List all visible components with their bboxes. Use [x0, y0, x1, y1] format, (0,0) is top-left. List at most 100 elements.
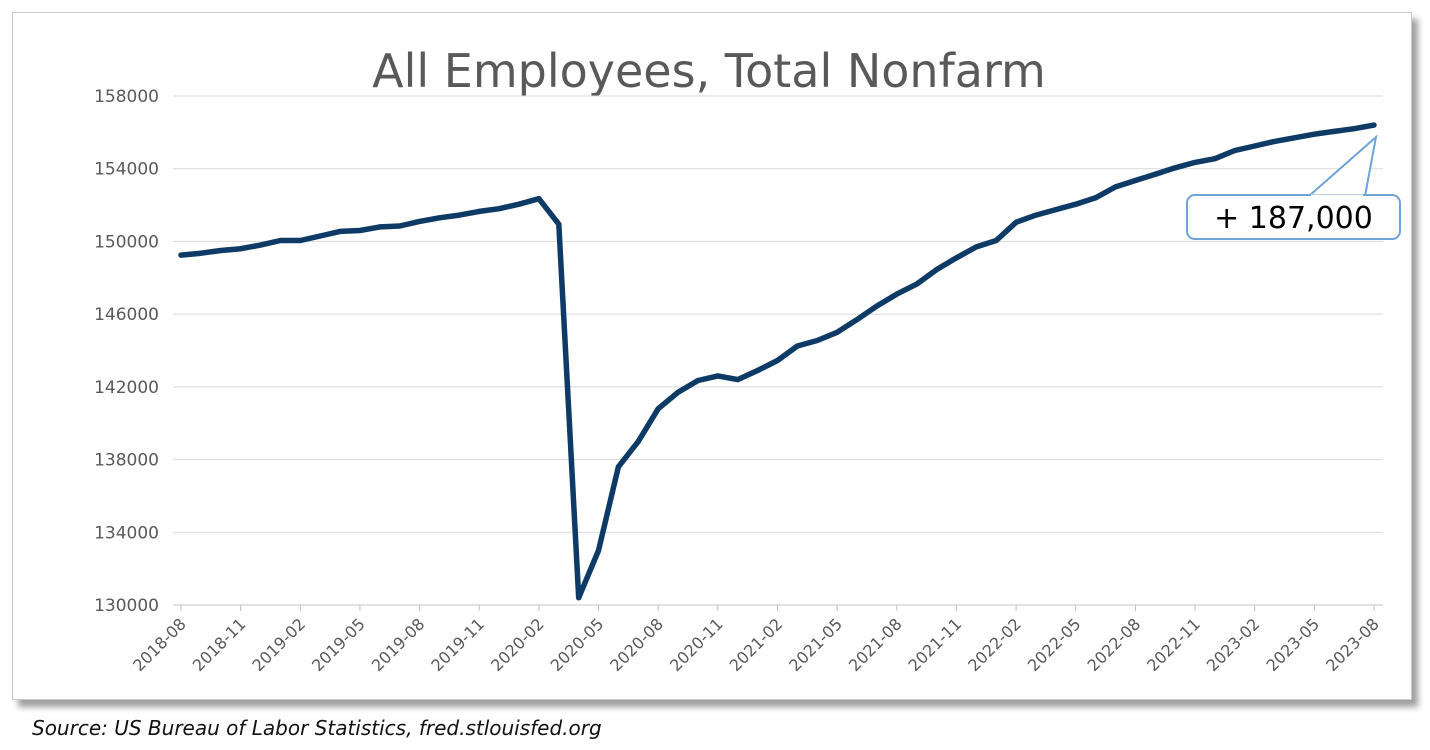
chart-frame: All Employees, Total Nonfarm 130000 13400… — [12, 12, 1412, 700]
y-tick-label: 146000 — [94, 305, 159, 325]
data-point — [834, 329, 840, 335]
line-chart: All Employees, Total Nonfarm 130000 13400… — [94, 44, 1401, 675]
data-point — [695, 377, 701, 383]
data-point — [655, 406, 661, 412]
chart-title: All Employees, Total Nonfarm — [372, 44, 1046, 98]
data-point — [536, 196, 542, 202]
x-tick-label: 2023-05 — [1262, 614, 1323, 675]
data-point — [854, 317, 860, 323]
data-point — [516, 201, 522, 207]
data-point — [1192, 159, 1198, 165]
data-point — [417, 218, 423, 224]
x-tick-label: 2023-02 — [1203, 614, 1264, 675]
x-tick-label: 2021-11 — [905, 614, 966, 675]
x-tick-label: 2019-08 — [368, 614, 429, 675]
data-point — [894, 291, 900, 297]
data-point — [755, 367, 761, 373]
y-tick-label: 158000 — [94, 87, 159, 107]
data-point — [814, 338, 820, 344]
data-point — [1371, 122, 1377, 128]
data-point — [436, 215, 442, 221]
gridlines — [173, 95, 1383, 606]
y-tick-label: 150000 — [94, 232, 159, 252]
data-point — [456, 212, 462, 218]
x-tick-label: 2023-08 — [1322, 614, 1383, 675]
data-point — [258, 242, 264, 248]
y-tick-label: 138000 — [94, 451, 159, 471]
x-tick-label: 2020-11 — [666, 614, 727, 675]
data-point — [635, 438, 641, 444]
data-point — [317, 233, 323, 239]
data-point — [953, 255, 959, 261]
data-point — [615, 464, 621, 470]
data-point — [1291, 135, 1297, 141]
x-tick-label: 2019-05 — [308, 614, 369, 675]
data-point — [476, 208, 482, 214]
x-tick-label: 2018-08 — [129, 614, 190, 675]
data-point — [377, 224, 383, 230]
callout-label: + 187,000 — [1214, 201, 1373, 236]
data-point — [1252, 143, 1258, 149]
x-tick-label: 2020-05 — [547, 614, 608, 675]
x-tick-label: 2020-08 — [606, 614, 667, 675]
x-tick-label: 2021-02 — [726, 614, 787, 675]
data-point — [1331, 128, 1337, 134]
x-tick-label: 2019-02 — [248, 614, 309, 675]
data-point — [914, 281, 920, 287]
x-tick-label: 2020-02 — [487, 614, 548, 675]
data-point — [357, 228, 363, 234]
data-point — [1093, 195, 1099, 201]
y-tick-label: 134000 — [94, 523, 159, 543]
data-point — [1272, 138, 1278, 144]
callout-box — [1186, 194, 1401, 240]
x-tick-label: 2021-08 — [845, 614, 906, 675]
data-point — [397, 223, 403, 229]
data-point — [1212, 156, 1218, 162]
data-point — [775, 357, 780, 363]
data-point — [934, 267, 940, 273]
y-tick-label: 130000 — [94, 596, 159, 616]
data-point — [675, 389, 681, 395]
data-point — [1132, 178, 1138, 184]
data-point — [1351, 126, 1357, 132]
data-point — [238, 246, 244, 252]
data-point — [973, 244, 979, 250]
data-point — [794, 343, 800, 349]
data-point — [556, 221, 562, 227]
data-point — [1013, 219, 1019, 225]
data-point — [218, 248, 224, 254]
data-point — [297, 238, 303, 244]
x-tick-label: 2018-11 — [189, 614, 250, 675]
data-point — [596, 547, 602, 553]
data-point — [1152, 171, 1158, 177]
data-point — [1232, 148, 1238, 154]
data-point — [337, 228, 343, 234]
x-axis: 2018-082018-112019-022019-052019-082019-… — [129, 605, 1383, 675]
data-point — [1113, 184, 1119, 190]
data-point — [1033, 212, 1039, 218]
data-point — [496, 206, 502, 212]
x-tick-label: 2021-05 — [785, 614, 846, 675]
x-tick-label: 2022-11 — [1143, 614, 1204, 675]
data-point — [1053, 207, 1059, 213]
data-point — [277, 238, 283, 244]
data-point — [715, 373, 721, 379]
data-point — [1073, 201, 1079, 207]
data-point — [1172, 165, 1178, 171]
y-tick-label: 154000 — [94, 160, 159, 180]
data-point — [993, 238, 999, 244]
series-layer — [178, 122, 1377, 601]
x-tick-label: 2019-11 — [427, 614, 488, 675]
x-tick-label: 2022-08 — [1084, 614, 1145, 675]
data-point — [576, 595, 582, 601]
data-point — [874, 303, 880, 309]
y-tick-label: 142000 — [94, 378, 159, 398]
data-point — [198, 250, 204, 256]
source-note: Source: US Bureau of Labor Statistics, f… — [32, 716, 602, 740]
x-tick-label: 2022-05 — [1024, 614, 1085, 675]
callout-tail — [1306, 134, 1378, 197]
callout: + 187,000 — [1186, 134, 1401, 240]
data-point — [1311, 131, 1317, 137]
y-axis: 130000 134000 138000 142000 146000 150000 1540… — [94, 87, 159, 616]
data-point — [735, 377, 741, 383]
